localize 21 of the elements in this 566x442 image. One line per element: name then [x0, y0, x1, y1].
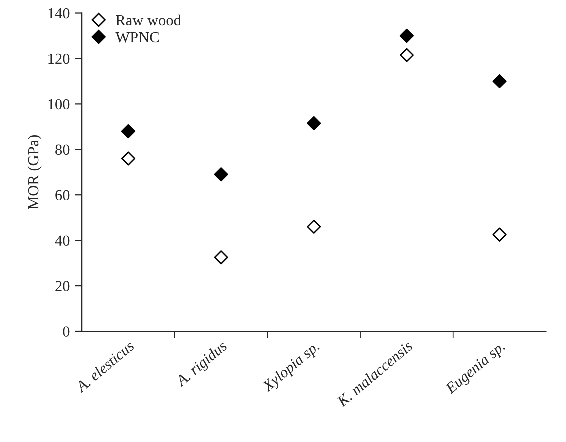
y-tick-label: 80: [56, 144, 70, 156]
y-axis-title: MOR (GPa): [28, 135, 42, 210]
y-tick-label: 60: [56, 190, 70, 201]
point: [307, 220, 322, 234]
point: [121, 152, 136, 166]
point: [214, 250, 228, 265]
point: [307, 116, 322, 131]
point: [400, 28, 414, 44]
y-tick-label: 140: [48, 8, 70, 19]
point: [492, 228, 507, 242]
y-tick-label: 20: [56, 281, 70, 292]
y-tick-label: 100: [48, 99, 70, 110]
y-tick-label: 0: [63, 326, 70, 337]
point: [492, 74, 507, 89]
point: [121, 124, 136, 139]
legend-label: Raw wood: [116, 14, 182, 26]
y-tick-label: 40: [55, 236, 70, 246]
legend-label: WPNC: [116, 32, 159, 43]
y-tick-label: 120: [48, 54, 70, 64]
point: [214, 168, 228, 182]
point: [400, 48, 414, 62]
